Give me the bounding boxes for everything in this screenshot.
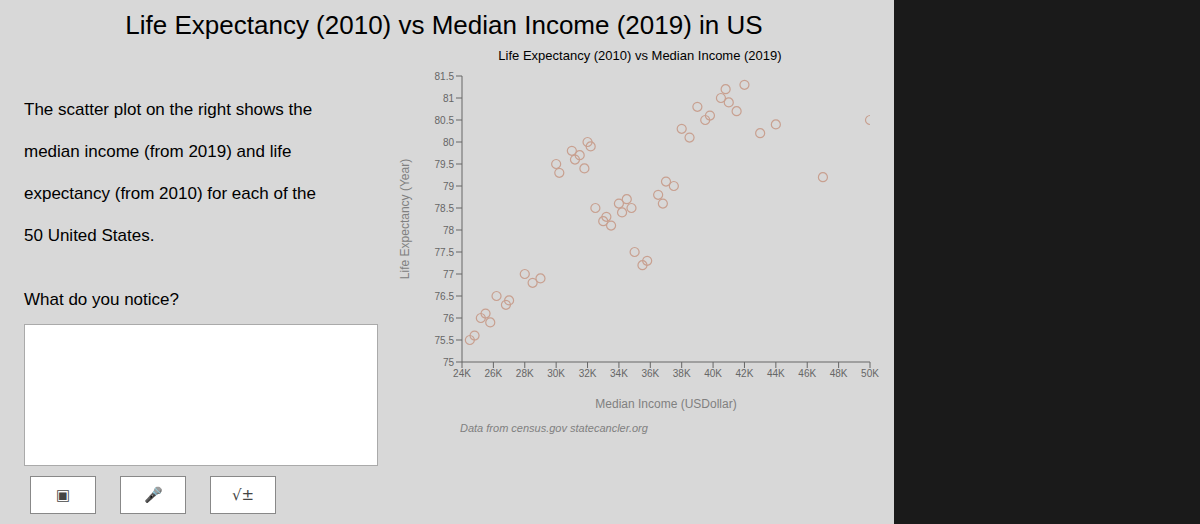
svg-text:79.5: 79.5 (435, 159, 455, 170)
svg-text:78.5: 78.5 (435, 203, 455, 214)
svg-text:48K: 48K (830, 368, 848, 379)
svg-text:76: 76 (443, 313, 455, 324)
svg-text:32K: 32K (579, 368, 597, 379)
html-text:median income (from 2019) and: median income (from 2019) and life (24, 142, 292, 161)
svg-text:44K: 44K (767, 368, 785, 379)
svg-text:80: 80 (443, 137, 455, 148)
html-text:The scatter plot on the right: The scatter plot on the right shows the (24, 100, 313, 119)
html-text:Life Expectancy (2010) vs Medi: Life Expectancy (2010) vs Median Income … (498, 48, 782, 63)
svg-text:40K: 40K (704, 368, 722, 379)
svg-text:28K: 28K (516, 368, 534, 379)
html-text:50 United States.: 50 United States. (24, 226, 155, 245)
html-text:Life Expectancy (2010) vs Medi: Life Expectancy (2010) vs Median Income … (125, 10, 763, 40)
svg-text:36K: 36K (641, 368, 659, 379)
svg-text:75: 75 (443, 357, 455, 368)
svg-text:24K: 24K (453, 368, 471, 379)
svg-text:26K: 26K (484, 368, 502, 379)
svg-text:75.5: 75.5 (435, 335, 455, 346)
svg-text:81: 81 (443, 93, 455, 104)
svg-text:Life Expectancy (Year): Life Expectancy (Year) (398, 159, 412, 279)
svg-text:79: 79 (443, 181, 455, 192)
svg-text:46K: 46K (798, 368, 816, 379)
svg-text:42K: 42K (736, 368, 754, 379)
svg-text:30K: 30K (547, 368, 565, 379)
svg-text:77: 77 (443, 269, 455, 280)
svg-text:76.5: 76.5 (435, 291, 455, 302)
svg-text:77.5: 77.5 (435, 247, 455, 258)
svg-text:81.5: 81.5 (435, 71, 455, 82)
html-text:expectancy (from 2010) for eac: expectancy (from 2010) for each of the (24, 184, 316, 203)
svg-text:80.5: 80.5 (435, 115, 455, 126)
svg-text:38K: 38K (673, 368, 691, 379)
html-text:Data from census.gov statecanc: Data from census.gov statecancler.org (460, 422, 648, 434)
html-text:What do you notice?: What do you notice? (24, 290, 179, 309)
svg-text:Median Income (USDollar): Median Income (USDollar) (595, 397, 736, 411)
svg-text:50K: 50K (861, 368, 879, 379)
svg-text:34K: 34K (610, 368, 628, 379)
svg-text:78: 78 (443, 225, 455, 236)
